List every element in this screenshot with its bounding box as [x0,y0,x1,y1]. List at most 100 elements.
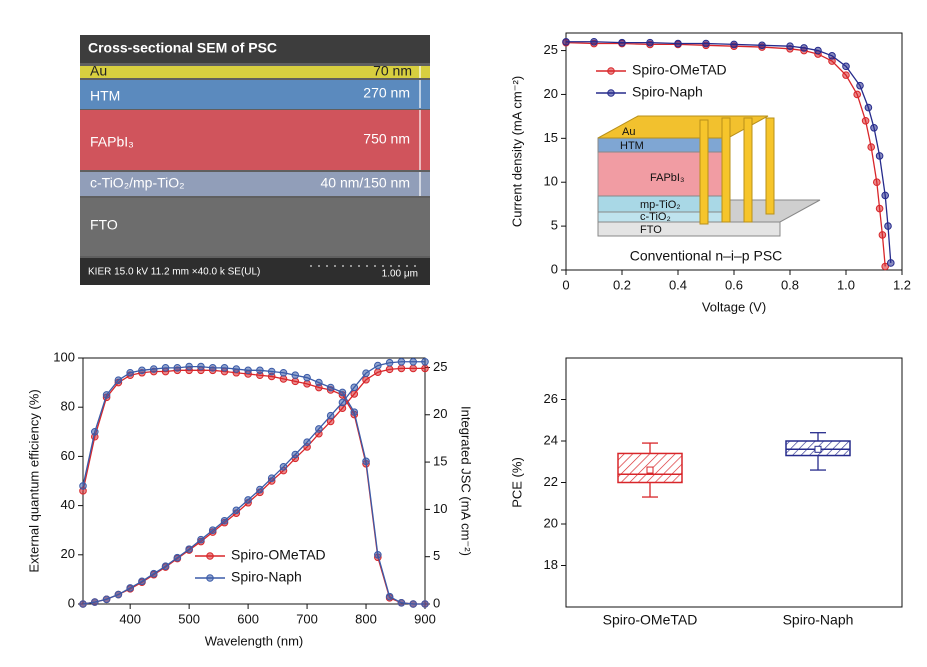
mean [646,466,654,474]
legend-label: Spiro-Naph [231,569,302,585]
legend-marker [607,67,615,75]
data-point [90,428,99,436]
data-point [303,373,311,382]
data-point [730,40,738,49]
legend-label: Spiro-OMeTAD [632,62,727,78]
data-point [350,408,359,416]
data-point [138,577,146,586]
data-point [161,364,170,372]
data-point [149,569,158,578]
y2-tick-label: 20 [433,406,447,421]
data-point [208,364,217,372]
layer-tio2 [80,172,430,196]
layer-au [80,66,430,78]
data-point [828,52,836,60]
data-point [873,178,881,187]
y-tick-label: 60 [61,448,75,463]
layer-thickness: 750 nm [363,131,410,147]
x-tick-label: 1.2 [893,277,911,292]
data-point [220,364,229,372]
x-tick-label: Spiro-Naph [783,612,854,628]
y-tick-label: 0 [68,595,75,610]
data-point [232,506,241,515]
data-point [315,378,323,387]
y-tick-label: 20 [544,86,558,101]
data-point [646,38,654,47]
data-point [842,62,850,71]
inset-label: FTO [640,224,662,236]
x-tick-label: Spiro-OMeTAD [603,612,698,628]
inset-label: HTM [620,140,644,152]
legend-marker [206,574,214,582]
data-point [864,103,873,112]
data-point [861,116,870,125]
y-tick-label: 24 [544,432,558,447]
layer-name: HTM [90,88,120,104]
data-point [590,37,598,46]
data-point [385,592,394,601]
data-point [291,450,300,459]
data-point [303,380,311,388]
layer-htm [80,80,430,109]
data-point [867,143,876,151]
data-point [267,474,276,482]
x-tick-label: 600 [237,611,259,626]
data-point [409,364,418,373]
layer-name: FTO [90,217,118,233]
data-point [800,44,808,52]
data-point [409,357,418,366]
data-point [397,357,406,366]
data-point [244,366,252,375]
sem-image: Cross-sectional SEM of PSC Au 70 nm HTM … [80,35,430,285]
data-point [562,37,570,46]
data-point [814,46,822,55]
data-point [421,357,429,366]
data-point [421,364,429,373]
data-point [674,39,682,48]
data-point [397,598,406,607]
data-point [884,222,892,230]
data-point [618,38,626,47]
data-point [197,535,205,544]
data-point [702,39,710,48]
data-point [853,90,862,99]
data-point [267,367,276,376]
data-point [786,42,794,50]
inset-label: FAPbI₃ [650,172,684,184]
y2-tick-label: 5 [433,548,440,563]
x-axis-label: Wavelength (nm) [205,633,304,648]
y2-tick-label: 25 [433,359,447,374]
y-tick-label: 20 [61,546,75,561]
layer-name: Au [90,63,107,79]
data-point [291,377,300,386]
data-point [185,545,193,553]
y2-tick-label: 10 [433,501,447,516]
data-point [173,364,182,372]
data-point [385,358,394,367]
y-tick-label: 0 [551,261,558,276]
layer-fto [80,198,430,256]
sem-footer: KIER 15.0 kV 11.2 mm ×40.0 k SE(UL) [88,267,260,278]
sem-footer-bar [80,258,430,285]
data-point [887,259,895,267]
data-point [362,457,370,466]
data-point [279,375,288,383]
data-point [856,81,864,90]
data-point [878,231,887,239]
fto-layer [597,221,781,237]
data-point [114,376,123,384]
y-tick-label: 20 [544,515,558,530]
plot-frame [565,357,903,608]
layer-thickness: 40 nm/150 nm [321,175,411,191]
series-line [565,42,886,267]
x-tick-label: 1.0 [837,277,855,292]
inset-label: Au [622,126,635,138]
data-point [875,152,884,160]
y-tick-label: 18 [544,557,558,572]
data-point [409,600,418,608]
layer-perovskite [80,110,430,170]
x-tick-label: 900 [414,611,436,626]
y-tick-label: 26 [544,391,558,406]
